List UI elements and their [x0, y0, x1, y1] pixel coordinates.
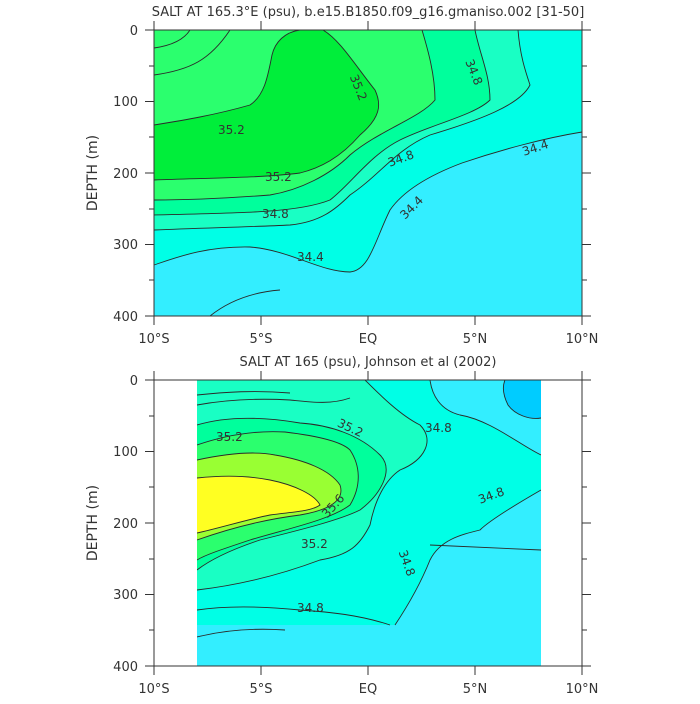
bottom-ytick-300: 300: [113, 588, 138, 603]
bottom-contour-field: [197, 380, 541, 666]
bottom-ytick-400: 400: [113, 660, 138, 675]
bottom-label-35-2-c: 35.2: [301, 537, 328, 551]
bottom-xtick-10s: 10°S: [138, 682, 169, 697]
top-contour-field: [154, 30, 582, 316]
bottom-xtick-5s: 5°S: [249, 682, 272, 697]
top-label-34-8-c: 34.8: [262, 207, 289, 221]
top-label-35-2-c: 35.2: [265, 170, 292, 184]
bottom-xtick-5n: 5°N: [463, 682, 488, 697]
top-contour-lines: [154, 30, 582, 316]
bottom-band-gt-35-6: [197, 476, 320, 533]
bottom-label-34-8-a: 34.8: [425, 421, 452, 435]
bottom-xtick-eq: EQ: [359, 682, 377, 697]
top-ytick-400: 400: [113, 310, 138, 325]
top-y-axis: 0 100 200 300 400 DEPTH (m): [85, 24, 591, 325]
top-xtick-5s: 5°S: [249, 332, 272, 347]
bottom-label-35-2-a: 35.2: [216, 430, 243, 444]
top-ytick-100: 100: [113, 95, 138, 110]
bottom-label-34-8-d: 34.8: [297, 601, 324, 615]
top-label-35-2-a: 35.2: [218, 123, 245, 137]
bottom-xtick-10n: 10°N: [566, 682, 599, 697]
bottom-y-axis: 0 100 200 300 400 DEPTH (m): [85, 374, 591, 675]
top-xtick-10s: 10°S: [138, 332, 169, 347]
top-ytick-200: 200: [113, 167, 138, 182]
top-xtick-5n: 5°N: [463, 332, 488, 347]
top-ytick-300: 300: [113, 238, 138, 253]
bottom-title: SALT AT 165 (psu), Johnson et al (2002): [239, 355, 496, 370]
bottom-panel: SALT AT 165 (psu), Johnson et al (2002): [85, 355, 598, 697]
bottom-band-lt-34-4: [503, 380, 541, 419]
top-band-gt-35-2: [154, 30, 379, 180]
bottom-ytick-0: 0: [130, 374, 138, 389]
top-panel: SALT AT 165.3°E (psu), b.e15.B1850.f09_g…: [85, 5, 598, 347]
top-xtick-10n: 10°N: [566, 332, 599, 347]
top-title: SALT AT 165.3°E (psu), b.e15.B1850.f09_g…: [152, 5, 585, 20]
bottom-ytick-200: 200: [113, 517, 138, 532]
bottom-x-axis: 10°S 5°S EQ 5°N 10°N: [138, 371, 598, 697]
top-ylabel: DEPTH (m): [85, 135, 101, 211]
top-ytick-0: 0: [130, 24, 138, 39]
bottom-ytick-100: 100: [113, 445, 138, 460]
top-x-axis: 10°S 5°S EQ 5°N 10°N: [138, 21, 598, 347]
bottom-ylabel: DEPTH (m): [85, 485, 101, 561]
top-xtick-eq: EQ: [359, 332, 377, 347]
top-label-34-4-c: 34.4: [297, 250, 324, 264]
bottom-contour-lines: [197, 380, 541, 638]
